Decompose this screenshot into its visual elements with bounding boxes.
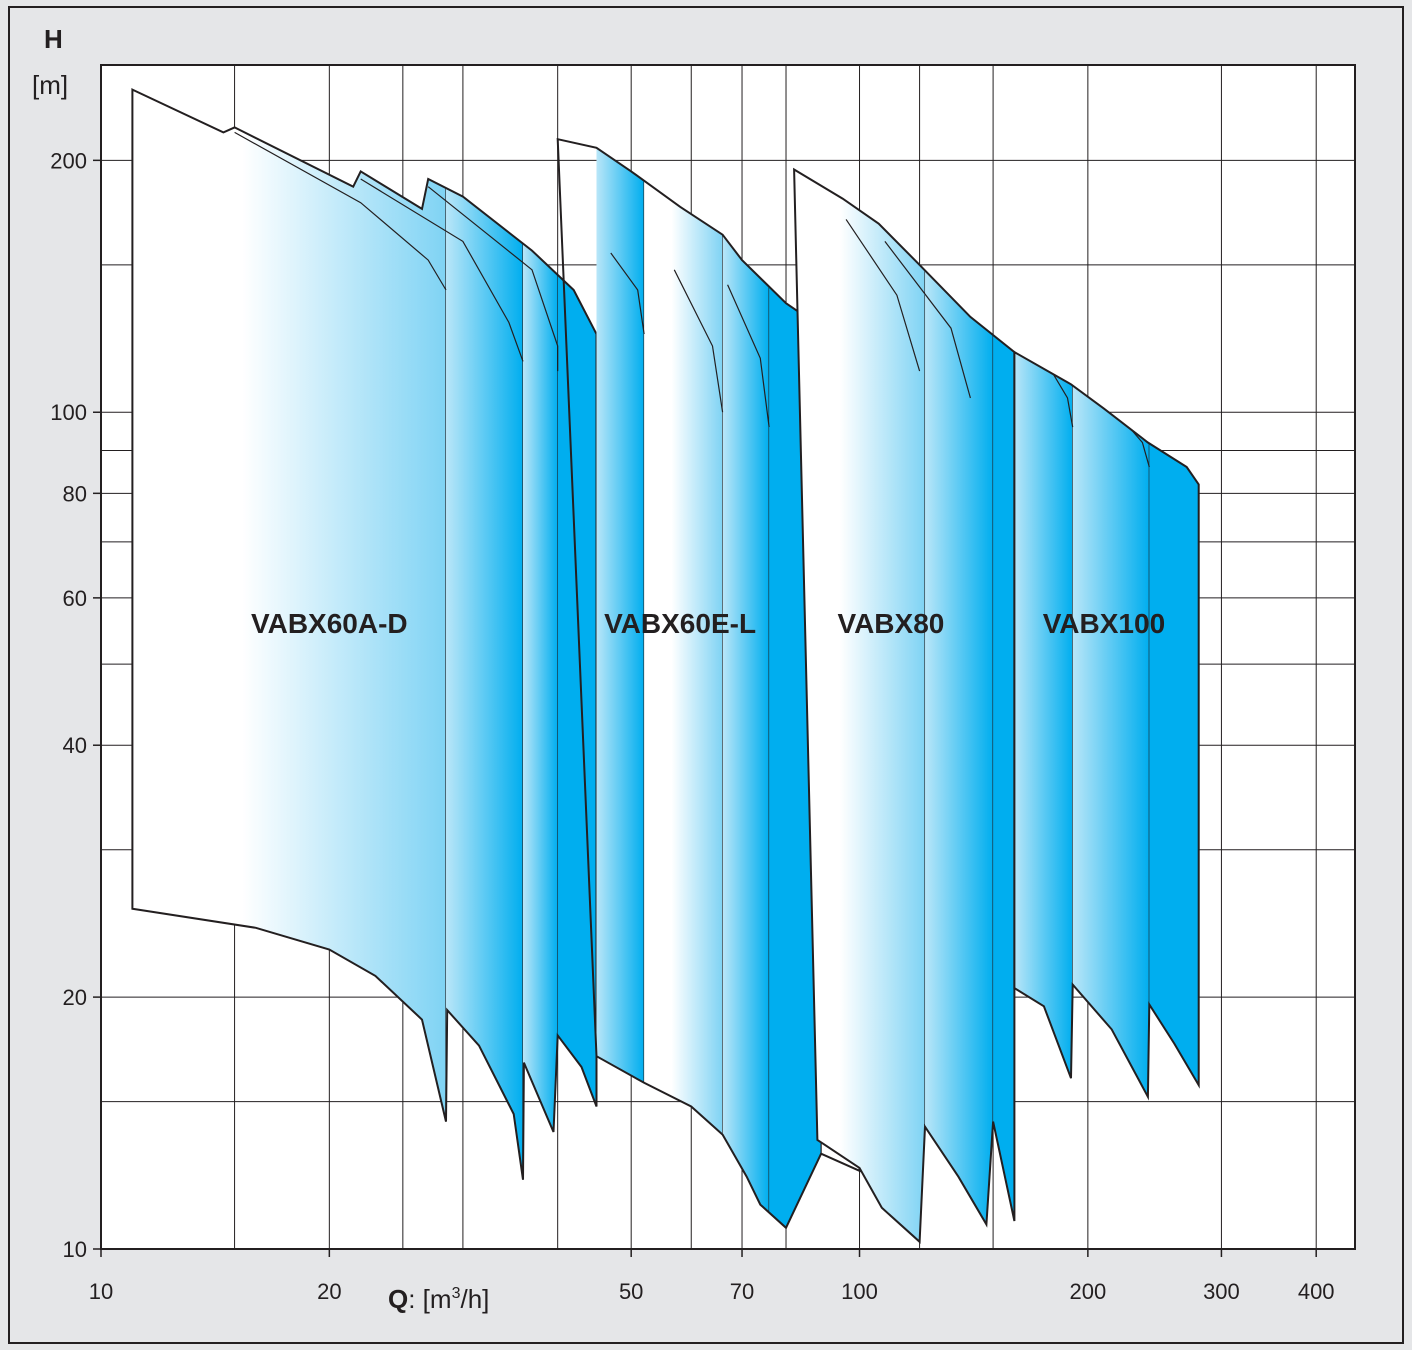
region-outline (793, 167, 1016, 1244)
region-outline (1013, 350, 1200, 1101)
region-vabx100 (1013, 350, 1200, 1101)
x-tick-label: 100 (841, 1279, 878, 1304)
region-outline (131, 88, 598, 1180)
region-label-vabx60e-l: VABX60E-L (604, 608, 756, 639)
region-bands (1014, 352, 1199, 1097)
x-axis-unit-sup: 3 (452, 1285, 461, 1302)
plot-border (100, 64, 1356, 1250)
x-tick-label: 70 (730, 1279, 754, 1304)
region-band (722, 139, 770, 1228)
region-label-vabx60a-d: VABX60A-D (251, 608, 408, 639)
x-axis-ticks: 10 20 50 70 100 200 300 400 (89, 1249, 1335, 1304)
pump-performance-chart: 200 100 80 60 40 20 10 10 20 50 70 100 200 300 400 VA… (32, 24, 1356, 1314)
region-label-vabx100: VABX100 (1043, 608, 1165, 639)
region-band (993, 169, 1015, 1242)
x-axis-title: Q: [m3/h] (388, 1284, 489, 1314)
divider-curve (884, 241, 971, 399)
region-band (596, 139, 645, 1228)
chart-frame: 200 100 80 60 40 20 10 10 20 50 70 100 200 300 400 VA… (8, 6, 1404, 1344)
x-tick-label: 50 (619, 1279, 643, 1304)
region-vabx80 (793, 167, 1016, 1244)
performance-regions (131, 88, 1200, 1244)
region-labels: VABX60A-D VABX60E-L VABX80 VABX100 (251, 608, 1165, 639)
x-axis-symbol: Q (388, 1284, 408, 1314)
region-band (1014, 352, 1073, 1097)
y-tick-label: 80 (63, 481, 87, 506)
region-band (522, 89, 558, 1180)
region-bands (794, 169, 1015, 1242)
y-axis-ticks: 200 100 80 60 40 20 10 (50, 148, 101, 1262)
region-band (1149, 352, 1199, 1097)
x-tick-label: 20 (317, 1279, 341, 1304)
y-tick-label: 60 (63, 586, 87, 611)
divider-curve (360, 178, 524, 362)
divider-curve (610, 252, 645, 335)
y-tick-label: 20 (63, 985, 87, 1010)
region-band (925, 169, 994, 1242)
region-band (644, 139, 723, 1228)
x-tick-label: 400 (1298, 1279, 1335, 1304)
x-tick-label: 10 (89, 1279, 113, 1304)
divider-curve (727, 284, 770, 428)
divider-curve (427, 186, 559, 372)
x-axis-unit-post: /h] (460, 1284, 489, 1314)
y-tick-label: 100 (50, 400, 87, 425)
region-band (1072, 352, 1150, 1097)
divider-curve (673, 269, 724, 413)
y-tick-label: 40 (63, 733, 87, 758)
region-label-vabx80: VABX80 (837, 608, 944, 639)
y-axis-unit: [m] (32, 70, 68, 100)
divider-curve (234, 131, 447, 291)
region-bands (596, 139, 822, 1228)
y-axis-symbol: H (44, 24, 63, 54)
x-tick-label: 200 (1070, 1279, 1107, 1304)
divider-curve (845, 219, 921, 372)
y-tick-label: 200 (50, 148, 87, 173)
region-vabx60e-l (556, 137, 861, 1230)
x-axis-unit-pre: : [m (408, 1284, 451, 1314)
y-tick-label: 10 (63, 1237, 87, 1262)
region-band (446, 89, 523, 1180)
x-tick-label: 300 (1203, 1279, 1240, 1304)
